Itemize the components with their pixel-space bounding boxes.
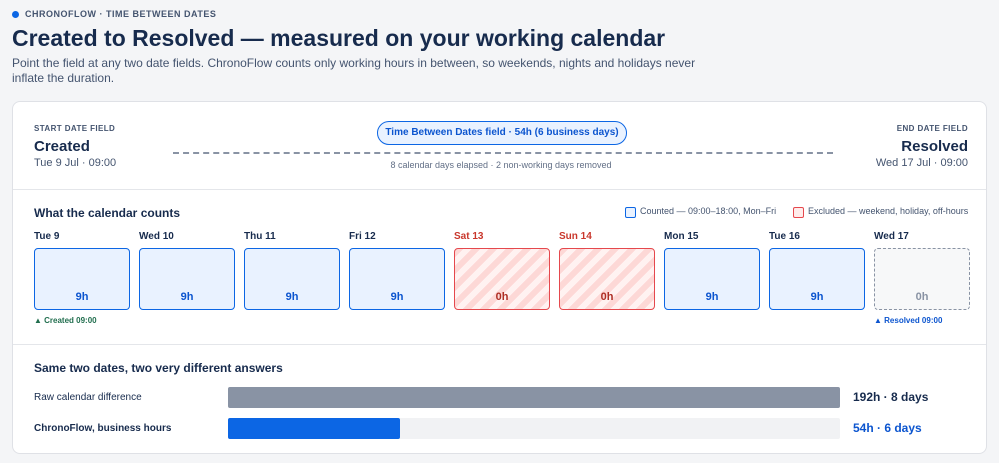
day-hours: 9h: [180, 291, 194, 303]
start-caption: START DATE FIELD: [34, 124, 116, 133]
day-label: Tue 9: [34, 231, 60, 242]
day-hours: 9h: [390, 291, 404, 303]
day-marker: ▲ Created 09:00: [34, 316, 97, 325]
day-hours: 0h: [495, 291, 509, 303]
day-tile: 9h: [664, 248, 760, 310]
day-tile: 9h: [349, 248, 445, 310]
end-caption: END DATE FIELD: [896, 124, 968, 133]
range-line: [173, 152, 833, 154]
day-hours: 9h: [810, 291, 824, 303]
day-label: Thu 11: [244, 231, 276, 242]
start-date: Tue 9 Jul · 09:00: [34, 157, 117, 169]
divider: [13, 189, 986, 190]
divider: [13, 344, 986, 345]
bar: [228, 418, 401, 439]
eyebrow: CHRONOFLOW · TIME BETWEEN DATES: [25, 9, 217, 19]
bar: [228, 387, 840, 408]
legend-label: Excluded — weekend, holiday, off-hours: [808, 206, 969, 216]
legend-swatch: [793, 207, 804, 218]
card: START DATE FIELD Created Tue 9 Jul · 09:…: [12, 101, 987, 454]
day-tile: 9h: [139, 248, 235, 310]
value-label: 192h · 8 days: [853, 390, 929, 404]
range-note: 8 calendar days elapsed · 2 non-working …: [390, 160, 612, 170]
day-label: Mon 15: [664, 231, 699, 242]
day-tile: 0h: [454, 248, 550, 310]
day-label: Wed 10: [139, 231, 174, 242]
day-label: Sun 14: [559, 231, 592, 242]
page-title: Created to Resolved — measured on your w…: [12, 25, 666, 51]
day-tile: 0h: [874, 248, 970, 310]
value-label: 54h · 6 days: [853, 421, 922, 435]
day-tile: 9h: [34, 248, 130, 310]
day-tile: 9h: [244, 248, 340, 310]
end-date: Wed 17 Jul · 09:00: [875, 157, 968, 169]
day-hours: 0h: [915, 291, 929, 303]
day-label: Sat 13: [454, 231, 484, 242]
day-tile: 9h: [769, 248, 865, 310]
duration-pill: Time Between Dates field · 54h (6 busine…: [377, 121, 627, 145]
day-hours: 9h: [705, 291, 719, 303]
section-title: What the calendar counts: [34, 206, 181, 220]
day-hours: 9h: [285, 291, 299, 303]
row-label: ChronoFlow, business hours: [34, 423, 172, 434]
section-title: Same two dates, two very different answe…: [34, 361, 283, 375]
end-field: Resolved: [901, 138, 968, 155]
row-label: Raw calendar difference: [34, 392, 142, 403]
day-label: Fri 12: [349, 231, 376, 242]
day-hours: 9h: [75, 291, 89, 303]
day-label: Wed 17: [874, 231, 909, 242]
day-marker: ▲ Resolved 09:00: [874, 316, 943, 325]
day-hours: 0h: [600, 291, 614, 303]
description: Point the field at any two date fields. …: [12, 56, 696, 85]
legend-swatch: [625, 207, 636, 218]
day-tile: 0h: [559, 248, 655, 310]
legend-label: Counted — 09:00–18:00, Mon–Fri: [640, 206, 777, 216]
start-field: Created: [34, 138, 90, 155]
day-label: Tue 16: [769, 231, 800, 242]
brand-dot: [12, 11, 19, 18]
